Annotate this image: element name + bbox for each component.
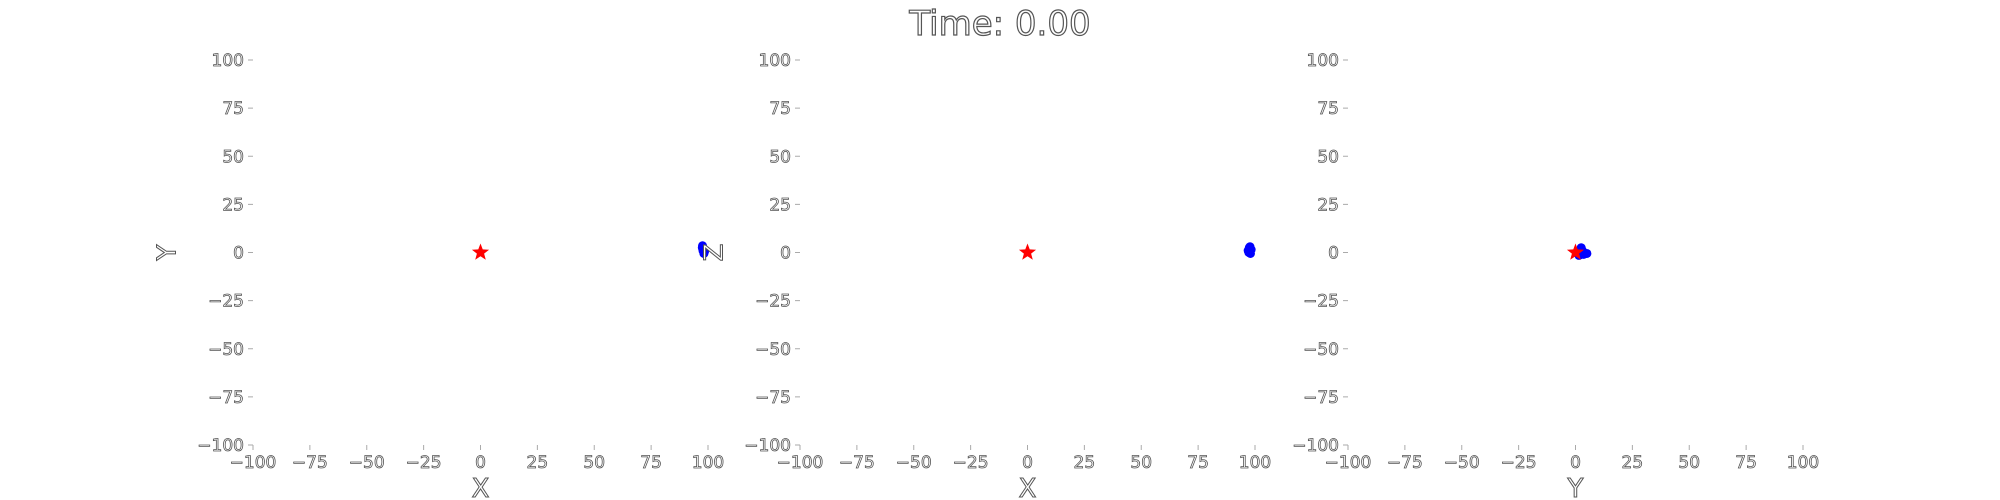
y-tick-label: 25 <box>222 195 244 215</box>
y-tick-label: −100 <box>1292 436 1339 456</box>
y-axis-label: Z <box>700 244 730 262</box>
y-tick-label: −25 <box>1303 292 1339 312</box>
y-tick-label: 0 <box>233 244 244 264</box>
x-tick-label: −25 <box>953 453 989 473</box>
y-tick-label: −100 <box>744 436 791 456</box>
x-tick-label: 100 <box>1787 453 1819 473</box>
figure-title: Time: 0.00 <box>908 4 1090 44</box>
x-tick-label: −50 <box>1444 453 1480 473</box>
x-tick-label: 75 <box>1735 453 1757 473</box>
y-tick-label: −50 <box>1303 340 1339 360</box>
y-tick-label: 0 <box>1328 244 1339 264</box>
y-tick-label: −25 <box>755 292 791 312</box>
x-tick-label: −100 <box>777 453 824 473</box>
y-tick-label: 0 <box>780 244 791 264</box>
y-tick-label: 50 <box>769 147 791 167</box>
x-tick-label: −75 <box>1387 453 1423 473</box>
x-tick-label: 25 <box>527 453 549 473</box>
y-axis-label: Y <box>153 244 183 261</box>
x-tick-label: 100 <box>1239 453 1271 473</box>
x-tick-label: −100 <box>1325 453 1372 473</box>
y-tick-label: −75 <box>208 388 244 408</box>
y-tick-label: 100 <box>212 51 244 71</box>
x-tick-label: 75 <box>640 453 662 473</box>
x-tick-label: 100 <box>692 453 724 473</box>
star-marker <box>1018 243 1037 260</box>
y-tick-label: 50 <box>1317 147 1339 167</box>
x-tick-label: −25 <box>406 453 442 473</box>
y-tick-label: −50 <box>755 340 791 360</box>
x-tick-label: −75 <box>292 453 328 473</box>
x-tick-label: −50 <box>896 453 932 473</box>
x-tick-label: −75 <box>839 453 875 473</box>
x-axis-label: X <box>472 474 490 500</box>
panel-y-z: −100 −75 −50 −25 0 25 50 75 100 −100 −75 −50 −25 0 25 5… <box>1292 51 1820 500</box>
y-tick-label: −25 <box>208 292 244 312</box>
body-point <box>1245 242 1255 252</box>
y-tick-label: 75 <box>222 99 244 119</box>
y-tick-label: −75 <box>755 388 791 408</box>
y-tick-label: 25 <box>769 195 791 215</box>
x-tick-label: −50 <box>349 453 385 473</box>
star-marker <box>471 243 490 260</box>
x-tick-label: 0 <box>475 453 486 473</box>
y-tick-label: 100 <box>1307 51 1339 71</box>
x-tick-label: 50 <box>1678 453 1700 473</box>
x-tick-label: −25 <box>1501 453 1537 473</box>
y-tick-label: −75 <box>1303 388 1339 408</box>
x-tick-label: 50 <box>583 453 605 473</box>
y-tick-label: 75 <box>1317 99 1339 119</box>
y-tick-label: −50 <box>208 340 244 360</box>
star-marker <box>1566 243 1585 260</box>
body-point <box>698 244 708 254</box>
x-axis-label: Y <box>1567 474 1584 500</box>
x-tick-label: 50 <box>1130 453 1152 473</box>
panel-x-z: −100 −75 −50 −25 0 25 50 75 100 −100 −75 −50 −25 0 25 5… <box>699 51 1272 500</box>
x-tick-label: 25 <box>1074 453 1096 473</box>
y-tick-label: 100 <box>759 51 791 71</box>
x-tick-label: 0 <box>1022 453 1033 473</box>
x-tick-label: 0 <box>1570 453 1581 473</box>
y-tick-label: 50 <box>222 147 244 167</box>
body-point <box>1578 249 1588 259</box>
y-tick-label: 25 <box>1317 195 1339 215</box>
panel-x-y: −100 −75 −50 −25 0 25 50 75 100 −100 −75 −50 −25 0 25 5… <box>152 51 725 500</box>
y-tick-label: 75 <box>769 99 791 119</box>
x-tick-label: −100 <box>230 453 277 473</box>
x-axis-label: X <box>1019 474 1037 500</box>
x-tick-label: 75 <box>1187 453 1209 473</box>
y-tick-label: −100 <box>197 436 244 456</box>
x-tick-label: 25 <box>1622 453 1644 473</box>
